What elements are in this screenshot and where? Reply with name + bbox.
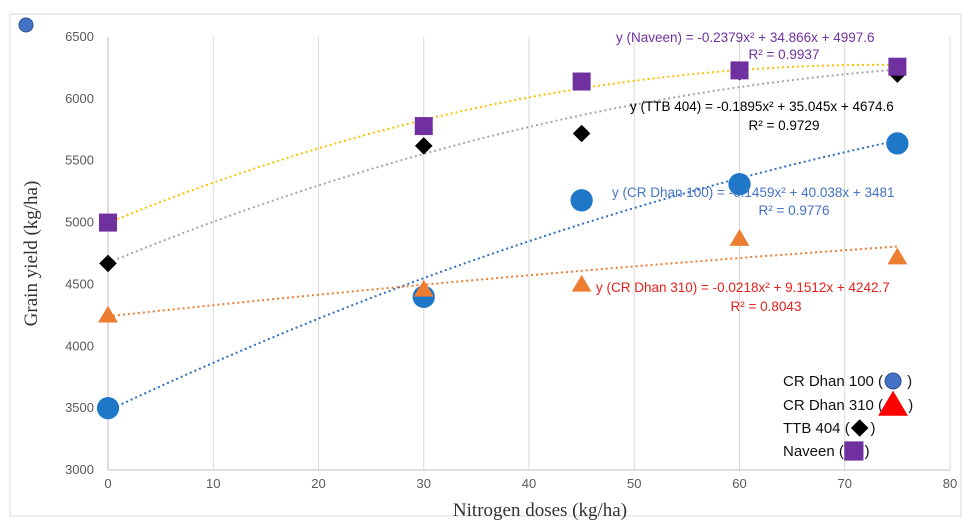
y-tick-label: 6000	[65, 91, 94, 106]
chart-frame	[9, 13, 962, 517]
x-tick-label: 80	[943, 476, 957, 491]
y-tick-label: 6500	[65, 29, 94, 44]
x-axis-title: Nitrogen doses (kg/ha)	[453, 500, 627, 521]
axis-titles: Nitrogen doses (kg/ha) Grain yield (kg/ha…	[21, 181, 627, 521]
x-tick-label: 40	[522, 476, 536, 491]
point-naveen	[414, 117, 433, 136]
x-tick-label: 0	[104, 476, 111, 491]
r2-label: R² = 0.9776	[759, 203, 830, 218]
equation-labels: y (CR Dhan 100) = -0.1459x² + 40.038x + …	[596, 30, 895, 314]
legend-marker	[844, 441, 864, 461]
trendline-cr-dhan-310	[107, 245, 898, 318]
data-points	[96, 57, 909, 420]
tick-labels: 3000 3500 4000 4500 5000 5500 6000 6500 0 10 20 30 4…	[65, 29, 957, 491]
y-tick-label: 5000	[65, 215, 94, 230]
trendline-cr-dhan-100	[107, 139, 898, 412]
point-cr-dhan-100	[886, 132, 909, 155]
point-cr-dhan-100	[570, 189, 593, 212]
trendline-ttb-404	[107, 68, 898, 264]
gridlines	[212, 37, 951, 470]
equation-label: y (Naveen) = -0.2379x² + 34.866x + 4997.…	[616, 30, 875, 45]
point-naveen	[99, 213, 117, 232]
point-cr-dhan-310	[98, 305, 118, 323]
point-naveen	[888, 57, 907, 76]
y-axis-title: Grain yield (kg/ha)	[21, 181, 42, 327]
point-cr-dhan-310	[413, 279, 434, 297]
legend-marker	[884, 372, 902, 390]
r2-label: R² = 0.9937	[749, 47, 820, 62]
point-naveen	[572, 72, 591, 91]
legend: CR Dhan 100 () CR Dhan 310 () TTB 404 () Na…	[783, 372, 913, 461]
legend-label: Naveen (	[783, 443, 844, 460]
legend-marker	[850, 419, 869, 437]
y-tick-label: 5500	[65, 153, 94, 168]
axes	[9, 13, 962, 517]
corner-dot-icon	[18, 17, 34, 33]
equation-label: y (TTB 404) = -0.1895x² + 35.045x + 4674…	[630, 99, 894, 114]
point-cr-dhan-310	[729, 229, 750, 246]
x-tick-label: 70	[838, 476, 852, 491]
y-tick-label: 3000	[65, 462, 94, 477]
y-tick-label: 4500	[65, 276, 94, 291]
point-cr-dhan-100	[96, 396, 120, 420]
legend-label: TTB 404 (	[783, 420, 850, 437]
x-tick-label: 50	[627, 476, 641, 491]
equation-label: y (CR Dhan 100) = -0.1459x² + 40.038x + …	[612, 185, 895, 200]
point-cr-dhan-100	[728, 173, 751, 196]
point-cr-dhan-310	[571, 274, 592, 292]
point-naveen	[730, 61, 749, 80]
legend-marker	[878, 390, 908, 416]
x-tick-label: 20	[311, 476, 325, 491]
point-cr-dhan-310	[887, 247, 908, 265]
trendlines	[107, 63, 898, 412]
y-tick-label: 3500	[65, 400, 94, 415]
r2-label: R² = 0.8043	[731, 299, 802, 314]
legend-label: CR Dhan 100 (	[783, 373, 883, 390]
legend-close: )	[908, 397, 913, 414]
legend-label: CR Dhan 310 (	[783, 397, 883, 414]
legend-close: )	[870, 420, 875, 437]
x-tick-label: 10	[206, 476, 220, 491]
equation-label: y (CR Dhan 310) = -0.0218x² + 9.1512x + …	[596, 280, 890, 295]
point-ttb-404	[572, 124, 591, 143]
legend-close: )	[865, 443, 870, 460]
x-tick-label: 30	[417, 476, 431, 491]
point-ttb-404	[99, 254, 117, 273]
point-ttb-404	[414, 137, 433, 155]
legend-close: )	[907, 373, 912, 390]
x-tick-label: 60	[732, 476, 746, 491]
y-tick-label: 4000	[65, 338, 94, 353]
trendline-naveen	[107, 63, 898, 224]
r2-label: R² = 0.9729	[749, 118, 820, 133]
